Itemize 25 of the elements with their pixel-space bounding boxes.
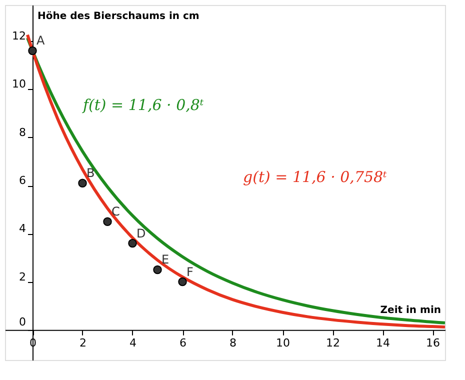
x-tick-label: 14: [376, 336, 390, 350]
x-axis-title: Zeit in min: [380, 304, 441, 316]
y-tick-label: 2: [19, 270, 26, 284]
y-tick-label: 6: [19, 174, 26, 188]
annotation: D: [136, 226, 146, 240]
annotation: F: [186, 264, 194, 279]
x-tick-label: 4: [130, 336, 136, 350]
x-tick-label: 8: [230, 336, 236, 350]
y-tick-label: 12: [12, 30, 26, 43]
x-tick-label: 12: [326, 336, 340, 350]
x-tick-label: 10: [276, 336, 290, 350]
y-tick-label: 10: [12, 78, 26, 91]
annotation: C: [112, 204, 120, 219]
x-tick-label: 16: [426, 336, 440, 350]
text: g(t) = 11,6 · 0,758ᵗ: [243, 168, 388, 186]
y-tick-label: 8: [19, 126, 26, 139]
annotation: E: [162, 252, 170, 267]
y-tick-label: 0: [19, 315, 26, 328]
series-label: f(t) = 11,6 · 0,8ᵗ: [82, 96, 204, 114]
y-axis-title: Höhe des Bierschaums in cm: [38, 11, 200, 22]
annotation: A: [36, 34, 46, 48]
annotation: B: [86, 166, 95, 180]
x-tick-label: 6: [180, 336, 186, 350]
y-tick-label: 4: [19, 222, 26, 236]
x-tick-label: 2: [80, 336, 86, 350]
